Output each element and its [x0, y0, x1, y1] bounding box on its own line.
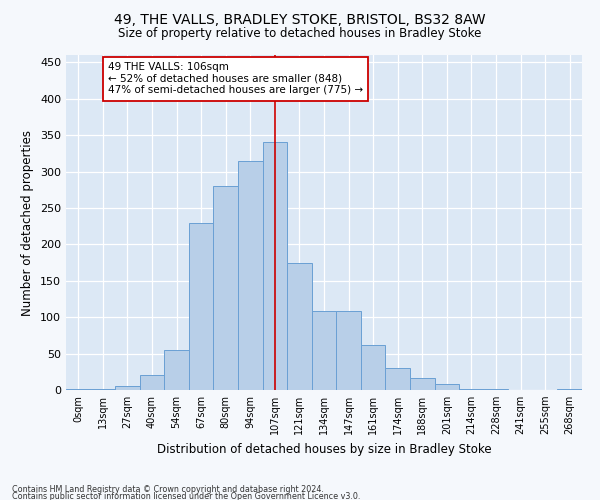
Bar — [385, 368, 410, 390]
Text: 49 THE VALLS: 106sqm
← 52% of detached houses are smaller (848)
47% of semi-deta: 49 THE VALLS: 106sqm ← 52% of detached h… — [108, 62, 363, 96]
Bar — [410, 378, 434, 390]
Bar — [66, 388, 91, 390]
Bar — [484, 388, 508, 390]
Bar — [91, 388, 115, 390]
Bar — [459, 388, 484, 390]
Text: 49, THE VALLS, BRADLEY STOKE, BRISTOL, BS32 8AW: 49, THE VALLS, BRADLEY STOKE, BRISTOL, B… — [114, 12, 486, 26]
Bar — [336, 312, 361, 390]
Text: Contains public sector information licensed under the Open Government Licence v3: Contains public sector information licen… — [12, 492, 361, 500]
Bar — [557, 388, 582, 390]
Bar — [164, 350, 189, 390]
Bar — [238, 160, 263, 390]
Text: Size of property relative to detached houses in Bradley Stoke: Size of property relative to detached ho… — [118, 28, 482, 40]
Bar — [115, 386, 140, 390]
Bar — [434, 384, 459, 390]
Y-axis label: Number of detached properties: Number of detached properties — [22, 130, 34, 316]
Bar — [263, 142, 287, 390]
Bar — [312, 312, 336, 390]
Text: Contains HM Land Registry data © Crown copyright and database right 2024.: Contains HM Land Registry data © Crown c… — [12, 486, 324, 494]
X-axis label: Distribution of detached houses by size in Bradley Stoke: Distribution of detached houses by size … — [157, 442, 491, 456]
Bar — [287, 262, 312, 390]
Bar — [189, 222, 214, 390]
Bar — [140, 376, 164, 390]
Bar — [214, 186, 238, 390]
Bar — [361, 345, 385, 390]
